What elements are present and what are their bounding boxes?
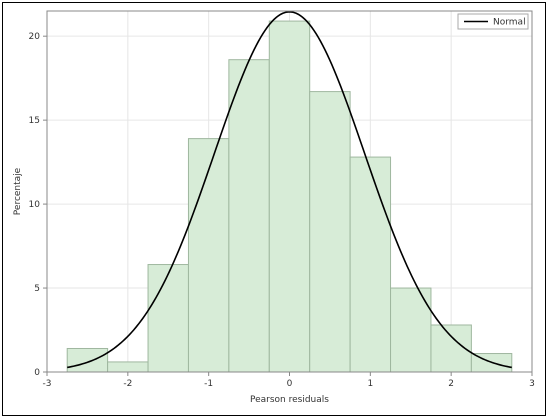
- x-tick-label: 2: [448, 379, 454, 389]
- x-tick-label: 0: [287, 379, 293, 389]
- x-tick-label: 3: [529, 379, 535, 389]
- histogram-bar: [268, 20, 311, 373]
- histogram-bar: [107, 361, 149, 373]
- legend: Normal: [457, 13, 529, 30]
- normal-curve-line: [67, 11, 512, 369]
- y-axis-label: Percentaje: [13, 167, 23, 215]
- x-tick-label: 1: [367, 379, 373, 389]
- normal-curve: [67, 11, 512, 369]
- tick-labels: -3 -2 -1 0 1 2 3 0 5 10 15 20: [29, 32, 535, 389]
- x-tick-label: -3: [43, 379, 52, 389]
- axes: [43, 10, 533, 376]
- y-tick-label: 10: [29, 200, 41, 210]
- y-tick-label: 0: [34, 368, 40, 378]
- x-axis-label: Pearson residuals: [250, 395, 329, 405]
- histogram-bar: [228, 59, 270, 373]
- y-tick-label: 5: [34, 284, 40, 294]
- histogram-bar: [147, 264, 189, 373]
- histogram-bar: [349, 156, 392, 373]
- histogram-bar: [309, 91, 351, 373]
- histogram-bar: [187, 138, 230, 373]
- y-tick-label: 15: [29, 116, 40, 126]
- legend-box: [457, 13, 529, 30]
- x-tick-label: -1: [204, 379, 213, 389]
- histogram-bars: [66, 20, 513, 373]
- x-tick-label: -2: [123, 379, 132, 389]
- y-tick-label: 20: [29, 32, 41, 42]
- histogram-bar: [66, 347, 109, 373]
- legend-label-normal: Normal: [493, 18, 526, 28]
- histogram-bar: [390, 287, 432, 373]
